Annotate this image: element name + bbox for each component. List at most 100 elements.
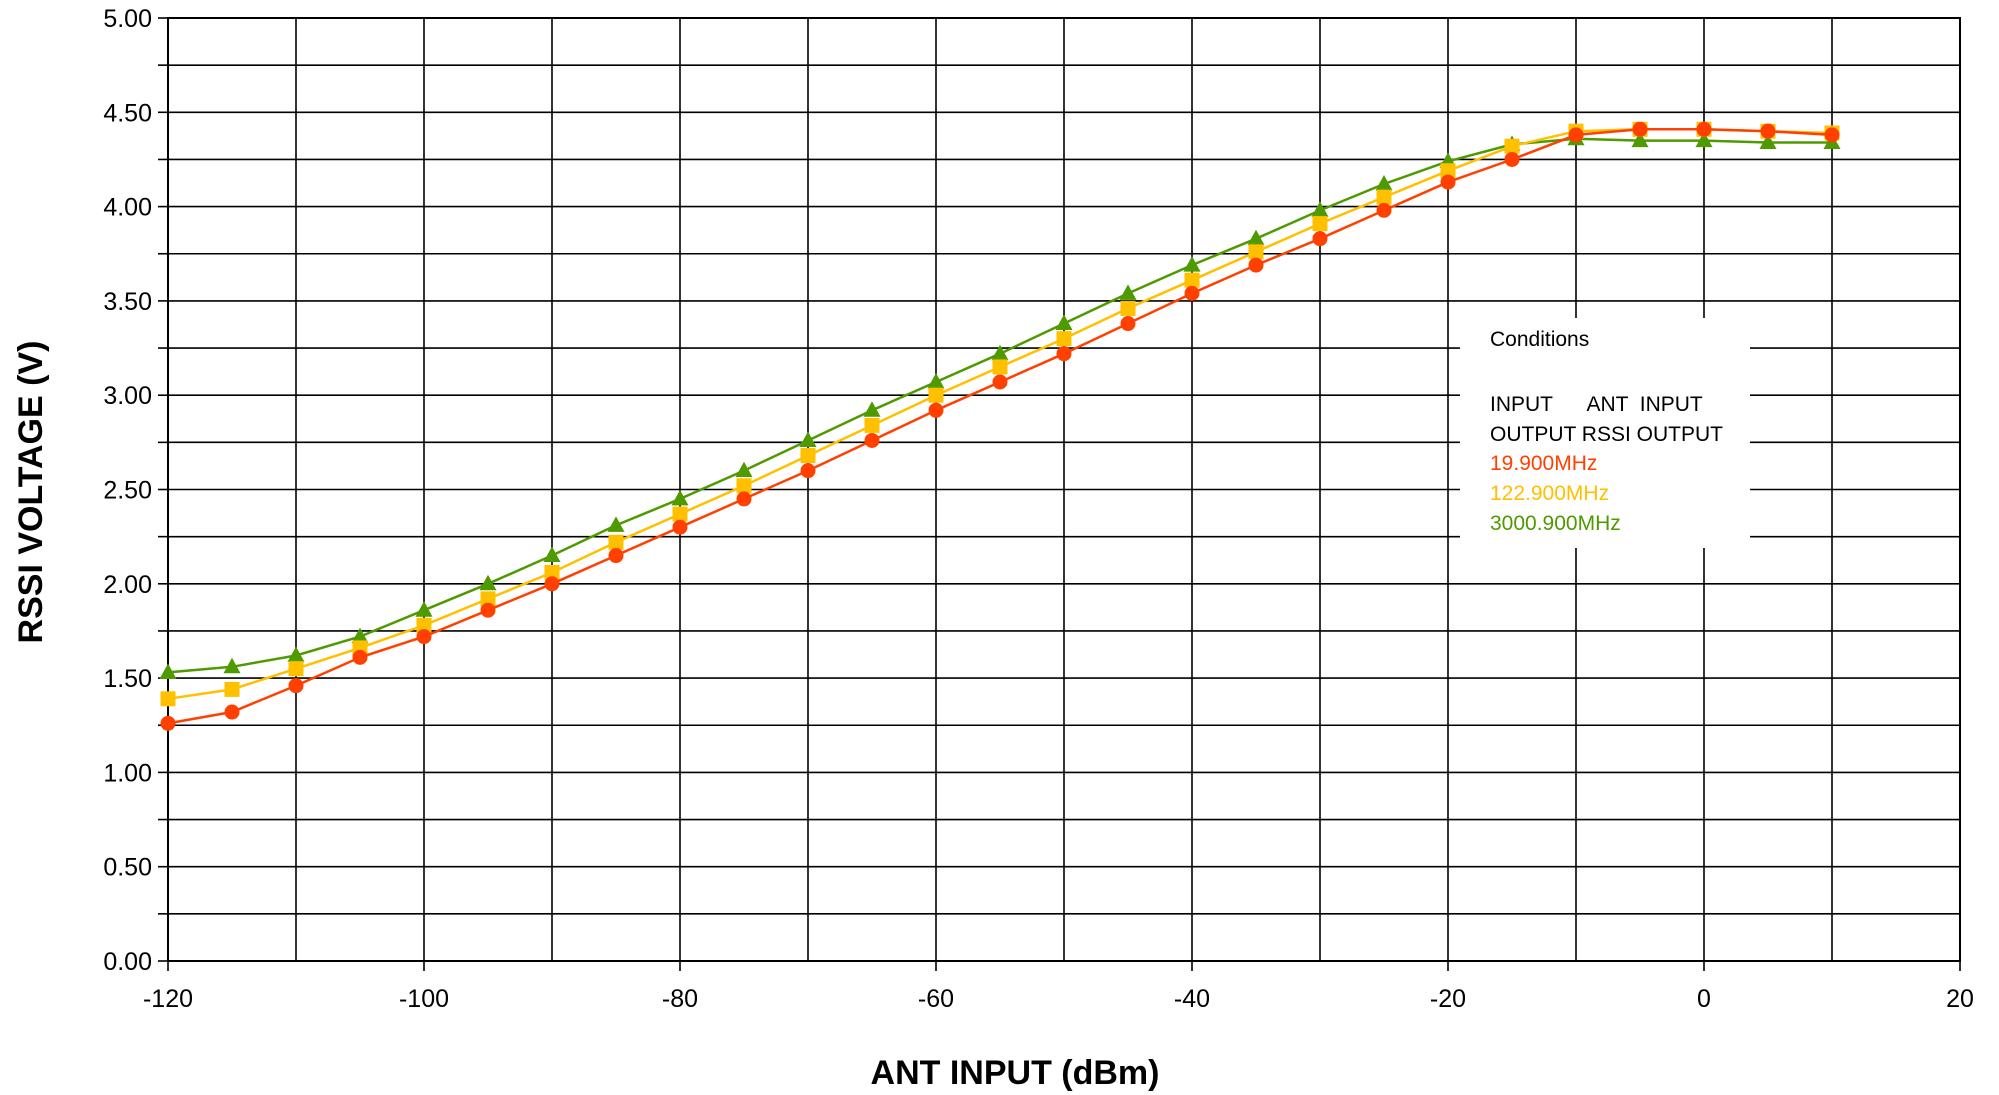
point-19-900mhz xyxy=(1824,127,1840,143)
point-3000-900mhz xyxy=(543,546,561,563)
point-19-900mhz xyxy=(1632,121,1648,137)
point-122-900mhz xyxy=(1440,163,1456,179)
point-3000-900mhz xyxy=(863,401,881,417)
point-19-900mhz xyxy=(1760,123,1776,139)
point-19-900mhz xyxy=(1120,316,1136,332)
x-tick-label: -80 xyxy=(662,985,698,1013)
point-122-900mhz xyxy=(1312,216,1328,232)
point-19-900mhz xyxy=(480,602,496,618)
point-122-900mhz xyxy=(288,661,304,677)
point-3000-900mhz xyxy=(1055,314,1073,331)
y-tick-label: 4.50 xyxy=(103,99,152,127)
legend-entry-3000-900mhz: 3000.900MHz xyxy=(1490,512,1621,535)
y-tick-label: 0.50 xyxy=(103,854,152,882)
point-19-900mhz xyxy=(160,715,176,731)
point-19-900mhz xyxy=(1504,151,1520,167)
point-19-900mhz xyxy=(416,629,432,645)
point-19-900mhz xyxy=(608,548,624,564)
point-19-900mhz xyxy=(224,704,240,720)
point-3000-900mhz xyxy=(479,574,497,591)
point-19-900mhz xyxy=(1184,285,1200,301)
point-3000-900mhz xyxy=(223,657,241,674)
point-19-900mhz xyxy=(864,432,880,448)
y-tick-label: 2.50 xyxy=(103,477,152,505)
y-tick-label: 3.00 xyxy=(103,382,152,410)
point-19-900mhz xyxy=(928,402,944,418)
point-122-900mhz xyxy=(736,478,752,494)
point-122-900mhz xyxy=(992,359,1008,375)
point-122-900mhz xyxy=(1120,300,1136,316)
legend-title: Conditions xyxy=(1490,328,1589,351)
point-3000-900mhz xyxy=(1247,229,1265,246)
x-tick-label: 0 xyxy=(1697,985,1711,1013)
point-3000-900mhz xyxy=(159,663,177,679)
point-122-900mhz xyxy=(1504,138,1520,154)
point-122-900mhz xyxy=(800,448,816,464)
point-122-900mhz xyxy=(608,534,624,550)
point-122-900mhz xyxy=(544,564,560,580)
y-tick-labels: 0.00 0.50 1.00 1.50 2.00 2.50 3.00 3.50 4.00 4.50… xyxy=(103,5,152,976)
point-19-900mhz xyxy=(1248,257,1264,273)
point-122-900mhz xyxy=(928,387,944,403)
point-3000-900mhz xyxy=(1759,133,1777,149)
point-3000-900mhz xyxy=(991,344,1009,361)
x-tick-label: -60 xyxy=(918,985,954,1013)
legend-entry-122-900mhz: 122.900MHz xyxy=(1490,482,1609,505)
point-3000-900mhz xyxy=(799,431,817,447)
point-3000-900mhz xyxy=(927,372,945,389)
plot-frame xyxy=(167,17,1961,962)
point-19-900mhz xyxy=(1696,121,1712,137)
point-122-900mhz xyxy=(1184,272,1200,288)
point-19-900mhz xyxy=(992,374,1008,390)
point-122-900mhz xyxy=(224,681,240,697)
x-axis-title: ANT INPUT (dBm) xyxy=(871,1054,1160,1092)
legend-box xyxy=(1460,318,1750,548)
legend: Conditions INPUT ANT INPUT OUTPUT RSSI O… xyxy=(1460,318,1750,548)
point-122-900mhz xyxy=(1056,331,1072,347)
point-19-900mhz xyxy=(1312,231,1328,247)
y-tick-label: 2.00 xyxy=(103,571,152,599)
y-tick-label: 4.00 xyxy=(103,194,152,222)
point-3000-900mhz xyxy=(735,461,753,478)
point-19-900mhz xyxy=(352,649,368,665)
point-19-900mhz xyxy=(736,491,752,507)
legend-header-line-1: INPUT ANT INPUT xyxy=(1490,393,1703,416)
point-122-900mhz xyxy=(416,617,432,633)
x-tick-labels: -120 -100 -80 -60 -40 -20 0 20 xyxy=(143,985,1974,1013)
x-tick-label: -20 xyxy=(1430,985,1466,1013)
x-tick-label: -120 xyxy=(143,985,193,1013)
legend-header-line-2: OUTPUT RSSI OUTPUT xyxy=(1490,423,1723,446)
point-19-900mhz xyxy=(1568,127,1584,143)
point-122-900mhz xyxy=(480,591,496,607)
point-3000-900mhz xyxy=(607,516,625,532)
point-3000-900mhz xyxy=(1375,174,1393,191)
point-3000-900mhz xyxy=(1119,284,1137,300)
x-tick-label: -40 xyxy=(1174,985,1210,1013)
y-tick-label: 0.00 xyxy=(103,948,152,976)
point-122-900mhz xyxy=(864,417,880,433)
point-122-900mhz xyxy=(672,506,688,522)
point-3000-900mhz xyxy=(351,627,369,644)
point-3000-900mhz xyxy=(1695,131,1713,148)
point-19-900mhz xyxy=(544,576,560,592)
point-3000-900mhz xyxy=(1183,256,1201,272)
point-19-900mhz xyxy=(288,678,304,694)
point-122-900mhz xyxy=(160,691,176,707)
y-tick-label: 1.50 xyxy=(103,665,152,693)
y-tick-label: 3.50 xyxy=(103,288,152,316)
point-19-900mhz xyxy=(1376,202,1392,218)
point-19-900mhz xyxy=(672,519,688,535)
y-tick-label: 5.00 xyxy=(103,5,152,33)
point-122-900mhz xyxy=(1248,244,1264,260)
point-3000-900mhz xyxy=(671,489,689,506)
y-tick-label: 1.00 xyxy=(103,759,152,787)
point-19-900mhz xyxy=(1056,346,1072,362)
point-3000-900mhz xyxy=(1311,201,1329,217)
y-axis-title: RSSI VOLTAGE (V) xyxy=(12,341,50,644)
x-tick-label: 20 xyxy=(1946,985,1974,1013)
point-3000-900mhz xyxy=(415,601,433,617)
point-19-900mhz xyxy=(800,463,816,479)
x-tick-label: -100 xyxy=(399,985,449,1013)
legend-entry-19-900mhz: 19.900MHz xyxy=(1490,452,1597,475)
